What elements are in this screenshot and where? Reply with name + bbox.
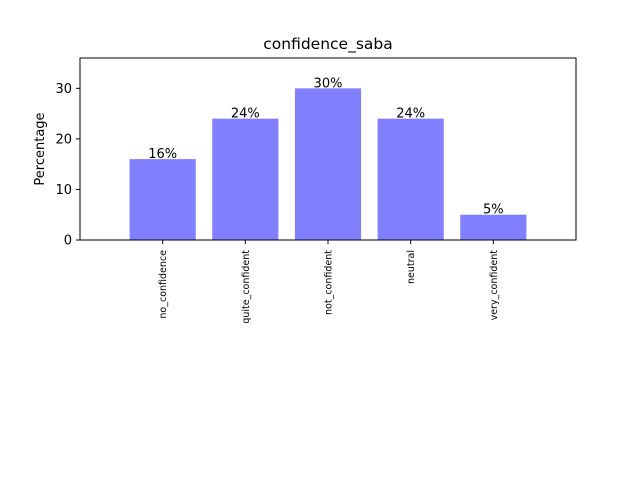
value-labels-group: 16% 24% 30% 24% 5% [148,76,503,217]
y-tick-label: 30 [55,82,72,97]
bar-neutral [377,118,444,240]
y-tick-label: 0 [64,234,72,249]
value-label-quite-confident: 24% [231,107,260,122]
x-tick-label-very-confident: very_confident [489,250,500,321]
y-axis-ticks: 0 10 20 30 [55,82,80,249]
value-label-neutral: 24% [396,107,425,122]
value-label-very-confident: 5% [483,203,504,218]
x-axis-ticks: no_confidence quite_confident not_confiden… [158,240,500,324]
bar-quite-confident [212,118,279,240]
bar-not-confident [294,88,362,240]
bar-very-confident [460,214,527,240]
y-axis-label: Percentage [33,112,48,185]
bars-group [129,88,527,240]
y-tick-label: 20 [55,132,72,147]
value-label-no-confidence: 16% [148,147,177,162]
x-tick-label-not-confident: not_confident [324,250,335,315]
chart-title: confidence_saba [263,35,393,54]
x-tick-label-no-confidence: no_confidence [158,250,169,319]
y-tick-label: 10 [55,183,72,198]
value-label-not-confident: 30% [314,76,343,91]
x-tick-label-quite-confident: quite_confident [241,250,252,324]
x-tick-label-neutral: neutral [406,250,417,284]
bar-no-confidence [129,159,196,240]
plot-area-frame [79,57,577,241]
